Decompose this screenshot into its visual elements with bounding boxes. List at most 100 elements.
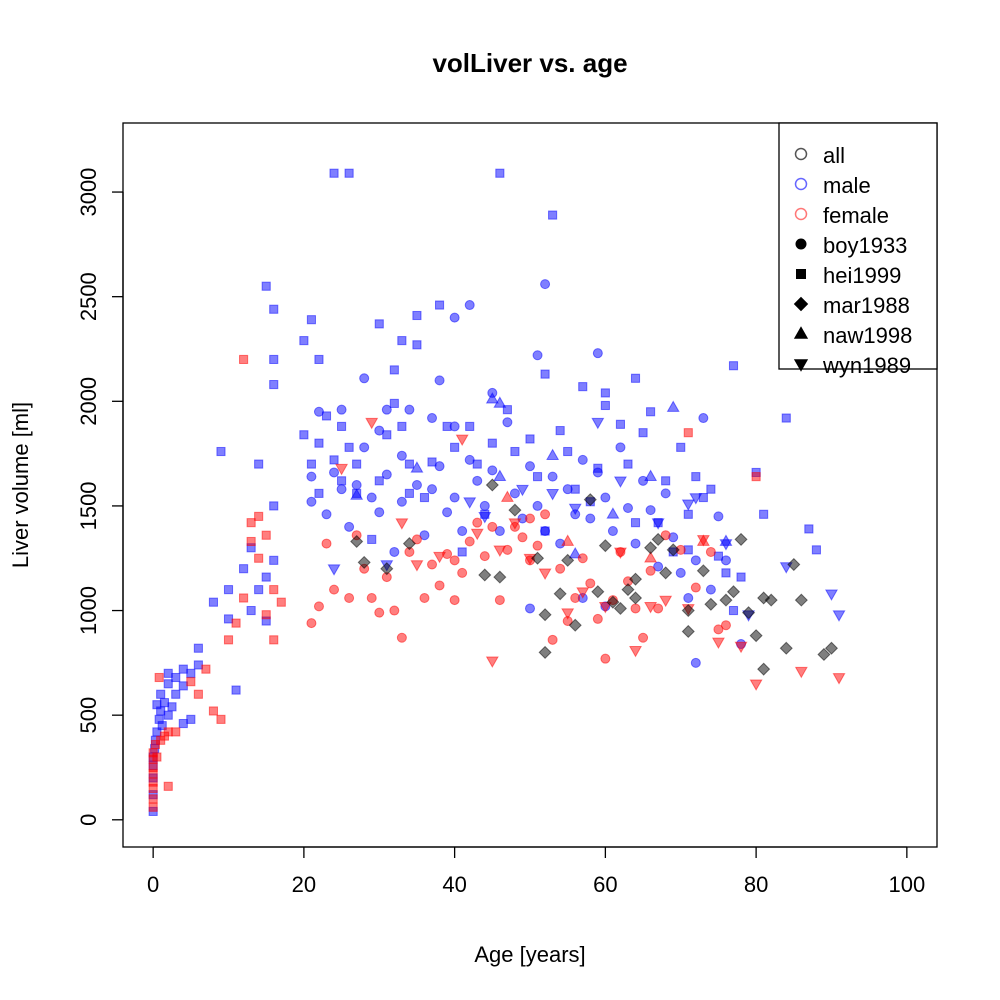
data-point (563, 446, 573, 457)
legend-marker-naw1998 (793, 326, 809, 339)
data-point (254, 553, 264, 563)
y-tick-label: 3000 (76, 168, 101, 217)
data-point (449, 421, 460, 432)
data-point (532, 472, 543, 482)
data-point (538, 645, 552, 659)
data-point (156, 706, 166, 716)
legend-label-hei1999: hei1999 (823, 263, 901, 288)
series-male-hei1999 (148, 168, 821, 816)
data-point (600, 653, 611, 664)
data-point (751, 472, 761, 482)
data-point (547, 634, 558, 645)
data-point (472, 459, 482, 469)
data-point (374, 319, 384, 329)
data-point (464, 536, 475, 547)
data-point (389, 605, 400, 616)
data-point (696, 564, 710, 578)
data-point (269, 501, 279, 511)
data-point (239, 564, 249, 574)
data-point (261, 281, 271, 291)
data-point (510, 446, 520, 457)
data-point (683, 592, 694, 603)
data-point (381, 469, 392, 480)
data-point (592, 467, 603, 478)
data-point (321, 411, 332, 421)
y-axis-label: Liver volume [ml] (8, 402, 33, 568)
data-point (223, 614, 234, 624)
data-point (759, 509, 769, 519)
data-point (811, 545, 821, 555)
data-point (568, 618, 582, 632)
data-point (427, 457, 437, 467)
data-point (335, 463, 349, 476)
data-point (411, 534, 422, 545)
data-point (555, 563, 566, 574)
data-point (651, 518, 665, 530)
data-point (433, 551, 447, 564)
data-point (502, 417, 513, 428)
data-point (148, 794, 158, 804)
data-point (148, 802, 158, 812)
data-point (532, 350, 543, 361)
y-axis: 0 500 1000 1500 2000 2500 3000 (76, 168, 124, 826)
data-point (329, 584, 340, 595)
data-point (306, 315, 316, 325)
data-point (321, 538, 332, 549)
y-tick-label: 0 (76, 814, 101, 826)
data-point (178, 664, 188, 674)
data-point (509, 488, 520, 499)
data-point (314, 354, 324, 365)
data-point (223, 585, 234, 595)
data-point (704, 597, 718, 611)
data-point (254, 459, 264, 469)
data-point (561, 553, 575, 567)
data-point (600, 388, 610, 398)
data-point (306, 471, 317, 482)
data-point (157, 721, 167, 731)
data-point (613, 601, 628, 616)
data-point (553, 587, 567, 601)
data-point (269, 304, 279, 314)
data-point (577, 454, 588, 465)
data-point (598, 539, 612, 553)
data-point (216, 714, 226, 724)
data-point (412, 310, 422, 321)
data-point (630, 518, 641, 528)
data-point (561, 534, 575, 546)
legend: all male female boy1933 hei1999 mar1988 naw199… (778, 122, 938, 378)
data-point (463, 497, 477, 509)
data-point (749, 679, 763, 691)
data-point (457, 547, 467, 557)
data-point (487, 465, 498, 476)
legend-marker-wyn1989 (793, 359, 809, 372)
x-axis-label: Age [years] (474, 942, 585, 967)
data-point (163, 679, 173, 689)
data-point (299, 430, 309, 440)
data-point (419, 493, 430, 503)
data-point (412, 340, 422, 350)
data-point (178, 718, 188, 729)
data-point (269, 354, 279, 365)
data-point (690, 555, 701, 566)
data-point (720, 555, 731, 566)
data-point (742, 606, 756, 620)
legend-label-wyn1989: wyn1989 (822, 353, 911, 378)
data-point (787, 557, 801, 572)
data-point (646, 407, 656, 417)
data-point (794, 593, 808, 607)
data-point (419, 530, 430, 541)
series-female-boy1933 (306, 509, 731, 664)
chart-title: volLiver vs. age (432, 48, 627, 78)
data-point (306, 496, 317, 507)
data-point (485, 656, 499, 668)
data-point (239, 354, 249, 365)
data-point (719, 593, 733, 607)
data-point (749, 629, 763, 643)
data-point (508, 518, 522, 530)
y-tick-label: 1500 (76, 481, 101, 530)
legend-marker-female (794, 207, 808, 221)
data-point (757, 591, 771, 605)
data-point (254, 585, 264, 595)
data-point (583, 493, 597, 507)
data-point (352, 459, 362, 469)
